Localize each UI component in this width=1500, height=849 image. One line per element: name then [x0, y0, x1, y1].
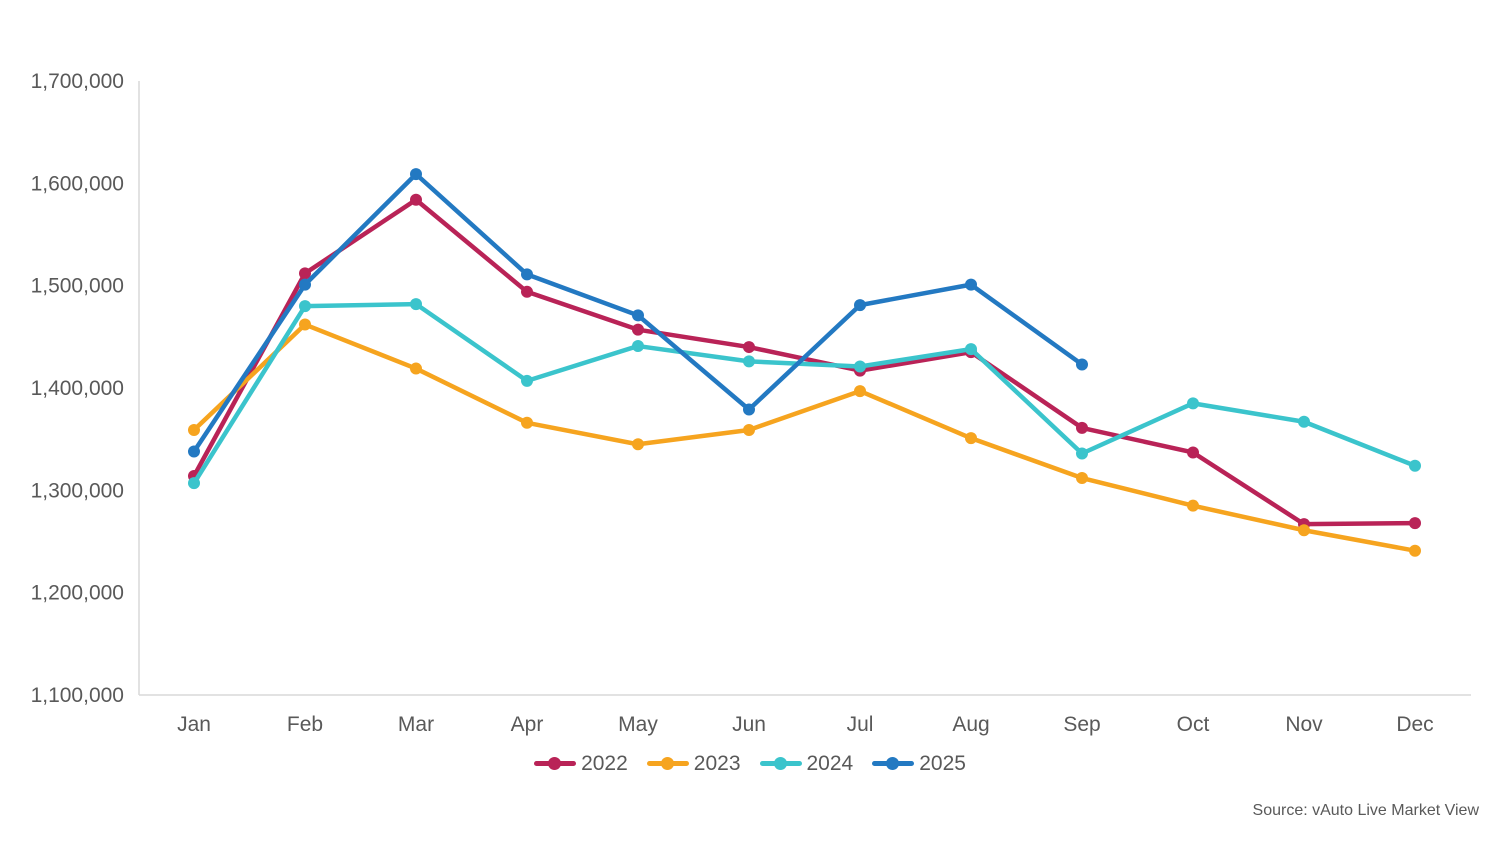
legend-label-2024: 2024 [806, 752, 854, 775]
y-axis-tick-label: 1,700,000 [31, 70, 124, 93]
data-point-2023-Dec [1409, 544, 1421, 557]
data-point-2022-Dec [1409, 517, 1421, 530]
x-axis-tick-label: Oct [1177, 713, 1210, 736]
legend-marker-2023-icon [646, 757, 689, 771]
x-axis-tick-label: Apr [511, 713, 544, 736]
data-point-2024-May [632, 340, 644, 353]
data-point-2022-Sep [1076, 421, 1088, 434]
legend-item-2023: 2023 [646, 752, 741, 775]
data-point-2023-Jun [743, 423, 755, 436]
y-axis-tick-label: 1,500,000 [31, 275, 124, 298]
data-point-2024-Aug [965, 343, 977, 356]
data-point-2023-Apr [521, 416, 533, 429]
data-point-2024-Dec [1409, 459, 1421, 472]
data-point-2024-Oct [1187, 397, 1199, 410]
x-axis-tick-label: Jul [847, 713, 874, 736]
legend-marker-2024-icon [759, 757, 802, 771]
y-axis-tick-label: 1,300,000 [31, 479, 124, 502]
data-point-2024-Apr [521, 374, 533, 387]
legend-label-2022: 2022 [581, 752, 628, 775]
y-axis-tick-label: 1,100,000 [31, 684, 124, 707]
data-point-2025-Mar [410, 168, 422, 181]
x-axis-tick-label: Aug [952, 713, 989, 736]
data-point-2023-Nov [1298, 524, 1310, 537]
data-point-2024-Jun [743, 355, 755, 368]
data-point-2025-May [632, 309, 644, 322]
data-point-2022-Mar [410, 193, 422, 206]
series-line-2023 [191, 322, 1418, 553]
data-point-2024-Nov [1298, 415, 1310, 428]
data-point-2025-Apr [521, 268, 533, 281]
legend-item-2024: 2024 [759, 752, 854, 775]
legend-item-2022: 2022 [534, 752, 628, 775]
source-note: Source: vAuto Live Market View [1252, 802, 1479, 819]
data-point-2022-May [632, 323, 644, 336]
x-axis-tick-label: Nov [1285, 713, 1323, 736]
legend-item-2025: 2025 [872, 752, 966, 775]
data-point-2025-Jan [188, 445, 200, 458]
data-point-2022-Feb [299, 267, 311, 280]
y-axis-tick-label: 1,400,000 [31, 377, 124, 400]
data-point-2024-Feb [299, 300, 311, 313]
data-point-2025-Jun [743, 403, 755, 416]
data-point-2023-May [632, 438, 644, 451]
data-point-2025-Jul [854, 299, 866, 312]
data-point-2025-Aug [965, 278, 977, 291]
x-axis-tick-label: Jun [732, 713, 766, 736]
x-axis-tick-label: May [618, 713, 658, 736]
data-point-2023-Oct [1187, 499, 1199, 512]
legend-marker-2022-icon [534, 757, 577, 771]
series-line-2024 [191, 301, 1418, 486]
data-point-2023-Mar [410, 362, 422, 375]
x-axis-tick-label: Dec [1396, 713, 1433, 736]
data-point-2023-Jan [188, 423, 200, 436]
x-axis-tick-label: Jan [177, 713, 211, 736]
data-point-2024-Jan [188, 477, 200, 490]
data-point-2024-Sep [1076, 447, 1088, 460]
data-point-2022-Jun [743, 341, 755, 354]
y-axis-tick-label: 1,200,000 [31, 582, 124, 605]
x-axis-tick-label: Feb [287, 713, 323, 736]
x-axis-tick-label: Sep [1063, 713, 1100, 736]
legend-label-2023: 2023 [693, 752, 741, 775]
data-point-2023-Sep [1076, 472, 1088, 485]
legend-label-2025: 2025 [919, 752, 966, 775]
chart-legend: 2022 2023 2024 2025 [0, 752, 1500, 775]
data-point-2024-Jul [854, 360, 866, 373]
data-point-2025-Feb [299, 278, 311, 291]
data-point-2022-Apr [521, 285, 533, 298]
data-point-2023-Feb [299, 318, 311, 331]
data-point-2022-Oct [1187, 446, 1199, 459]
data-point-2023-Jul [854, 385, 866, 398]
y-axis-tick-label: 1,600,000 [31, 172, 124, 195]
data-point-2023-Aug [965, 432, 977, 445]
legend-marker-2025-icon [872, 757, 915, 771]
x-axis-tick-label: Mar [398, 713, 434, 736]
data-point-2024-Mar [410, 298, 422, 311]
data-point-2025-Sep [1076, 358, 1088, 371]
